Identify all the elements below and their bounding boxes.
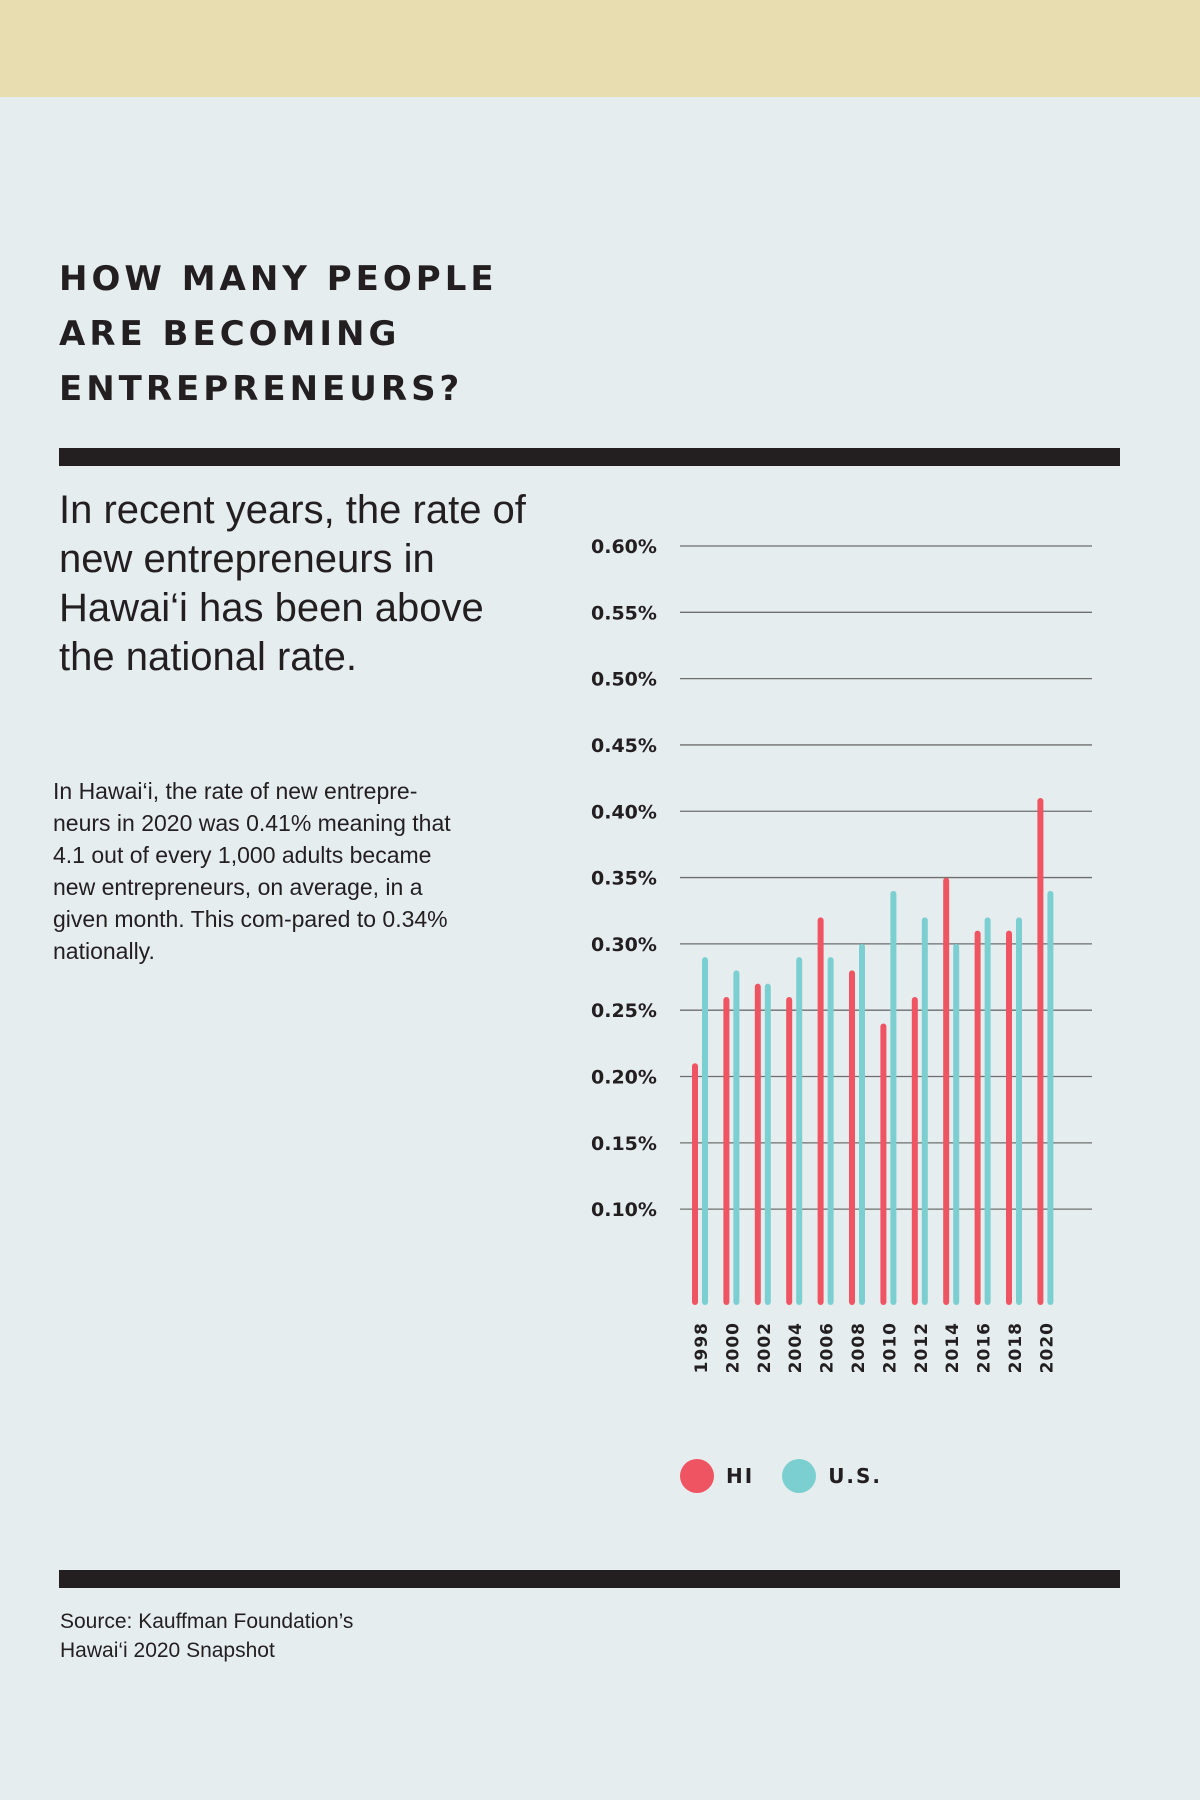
bottom-rule (59, 1570, 1120, 1588)
top-rule (59, 448, 1120, 466)
y-tick-label: 0.55% (591, 602, 657, 624)
legend-dot-hi (680, 1459, 714, 1493)
y-tick-label: 0.40% (591, 801, 657, 823)
x-tick-label: 2012 (912, 1322, 932, 1373)
x-tick-label: 2002 (755, 1322, 775, 1373)
y-tick-label: 0.60% (591, 536, 657, 558)
x-tick-label: 2020 (1037, 1322, 1057, 1373)
x-tick-label: 2016 (975, 1322, 995, 1373)
x-tick-label: 2000 (723, 1322, 743, 1373)
chart-x-ticks: 1998 2000 2002 2004 2006 2008 2010 2012 2014 2016… (692, 1322, 1057, 1373)
y-tick-label: 0.10% (591, 1199, 657, 1221)
x-tick-label: 2014 (943, 1322, 963, 1373)
chart-y-ticks: 0.10% 0.15% 0.20% 0.25% 0.30% 0.35% 0.40% 0.45%… (591, 536, 657, 1221)
x-tick-label: 2006 (818, 1322, 838, 1373)
top-band (0, 0, 1200, 97)
legend-label-hi: HI (726, 1464, 755, 1488)
legend-item-us: U.S. (782, 1459, 882, 1493)
x-tick-label: 2004 (786, 1322, 806, 1373)
legend-dot-us (782, 1459, 817, 1493)
body-text: In Hawai‘i, the rate of new entrepre-neu… (53, 778, 451, 964)
legend-label-us: U.S. (828, 1464, 883, 1488)
page-title: HOW MANY PEOPLE ARE BECOMING ENTREPRENEU… (59, 252, 579, 417)
x-tick-label: 2010 (880, 1322, 900, 1373)
title-line-1: HOW MANY PEOPLE (59, 259, 498, 299)
source-line-2: Hawai‘i 2020 Snapshot (60, 1639, 275, 1662)
chart-gridlines (680, 545, 1092, 1210)
entrepreneur-rate-chart: 0.10% 0.15% 0.20% 0.25% 0.30% 0.35% 0.40% 0.45%… (591, 536, 1092, 1373)
y-tick-label: 0.35% (591, 868, 657, 890)
x-tick-label: 2008 (849, 1322, 869, 1373)
y-tick-label: 0.25% (591, 1000, 657, 1022)
legend-item-hi: HI (680, 1459, 754, 1493)
chart-bars (692, 798, 1054, 1305)
y-tick-label: 0.30% (591, 934, 657, 956)
source-line-1: Source: Kauffman Foundation’s (60, 1610, 354, 1633)
y-tick-label: 0.20% (591, 1067, 657, 1089)
title-line-3: ENTREPRENEURS? (59, 369, 464, 409)
title-line-2: ARE BECOMING (59, 314, 401, 354)
source-note: Source: Kauffman Foundation’s Hawai‘i 20… (60, 1607, 460, 1665)
y-tick-label: 0.50% (591, 669, 657, 691)
chart-legend: HI U.S. (680, 1458, 910, 1494)
y-tick-label: 0.15% (591, 1133, 657, 1155)
lead-text: In recent years, the rate of new entrepr… (59, 488, 526, 679)
x-tick-label: 1998 (692, 1322, 712, 1373)
x-tick-label: 2018 (1006, 1322, 1026, 1373)
y-tick-label: 0.45% (591, 735, 657, 757)
